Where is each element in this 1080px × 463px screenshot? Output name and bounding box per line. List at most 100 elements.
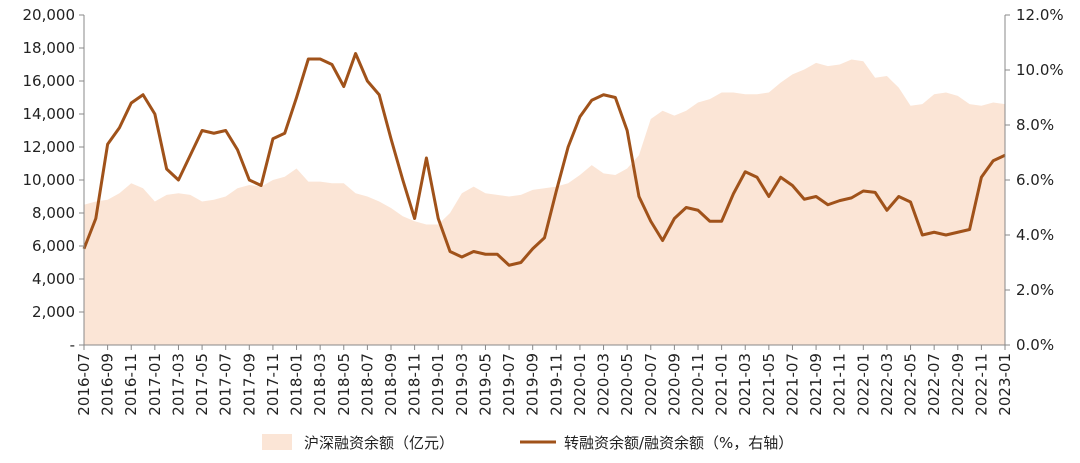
area-series-layer: [84, 59, 1005, 346]
x-tick-label: 2021-03: [736, 353, 754, 416]
line-point: [473, 250, 475, 253]
x-tick-label: 2018-01: [288, 353, 306, 416]
x-tick-label: 2021-09: [807, 353, 825, 416]
line-point: [862, 190, 864, 192]
line-point: [142, 94, 144, 96]
line-point: [201, 129, 203, 132]
line-point: [567, 146, 569, 148]
y-right-tick-label: 8.0%: [1016, 116, 1054, 134]
x-tick-label: 2023-01: [996, 353, 1014, 416]
y-left-tick-label: 16,000: [23, 72, 76, 90]
x-tick-label: 2020-07: [642, 353, 660, 416]
line-point: [154, 113, 156, 115]
legend-label-line: 转融资余额/融资余额（%，右轴）: [564, 434, 793, 452]
legend: 沪深融资余额（亿元） 转融资余额/融资余额（%，右轴）: [262, 434, 793, 452]
y-right-tick-label: 6.0%: [1016, 171, 1054, 189]
line-point: [520, 261, 522, 264]
x-tick-label: 2017-03: [169, 353, 187, 416]
line-point: [118, 127, 121, 129]
x-tick-label: 2020-11: [689, 353, 707, 416]
line-point: [614, 96, 616, 99]
x-tick-label: 2019-07: [500, 353, 518, 416]
line-point: [756, 176, 758, 178]
x-tick-label: 2020-01: [571, 353, 589, 416]
x-tick-label: 2017-07: [217, 353, 235, 416]
y-left-tick-label: 10,000: [23, 171, 76, 189]
line-point: [414, 217, 416, 220]
line-point: [95, 217, 97, 220]
line-point: [555, 190, 557, 192]
line-point: [685, 206, 687, 209]
y-left-tick-label: 20,000: [23, 6, 76, 24]
line-point: [709, 220, 711, 222]
line-point: [225, 129, 227, 132]
line-point: [496, 253, 498, 255]
x-tick-label: 2016-11: [122, 353, 140, 416]
line-point: [591, 99, 593, 101]
x-tick-label: 2021-01: [713, 353, 731, 416]
x-tick-label: 2017-05: [193, 353, 211, 416]
line-point: [626, 129, 628, 132]
line-point: [803, 198, 805, 200]
x-tick-label: 2018-03: [311, 353, 329, 416]
line-point: [307, 58, 309, 60]
line-point: [909, 201, 912, 203]
line-point: [945, 234, 947, 236]
line-point: [650, 220, 652, 222]
line-point: [543, 237, 546, 239]
line-point: [437, 217, 439, 220]
legend-swatch-area: [262, 434, 292, 450]
x-tick-label: 2019-03: [453, 353, 471, 416]
line-point: [390, 138, 392, 140]
line-point: [260, 184, 262, 187]
line-point: [166, 168, 168, 170]
line-point: [933, 231, 935, 233]
line-point: [602, 94, 605, 96]
y-left-tick-label: 6,000: [32, 237, 75, 255]
x-tick-label: 2022-05: [902, 353, 920, 416]
line-point: [957, 231, 959, 233]
line-point: [248, 179, 250, 181]
y-right-tick-label: 2.0%: [1016, 281, 1054, 299]
line-point: [697, 209, 699, 211]
y-right-tick-label: 12.0%: [1016, 6, 1064, 24]
line-point: [980, 176, 982, 178]
x-tick-label: 2018-07: [358, 353, 376, 416]
line-point: [295, 96, 298, 99]
line-point: [425, 157, 428, 159]
x-tick-label: 2022-03: [878, 353, 896, 416]
y-right-tick-label: 0.0%: [1016, 336, 1054, 354]
line-point: [673, 217, 675, 220]
x-tick-label: 2016-09: [99, 353, 117, 416]
line-point: [768, 195, 770, 198]
line-point: [213, 132, 215, 134]
x-tick-label: 2019-11: [547, 353, 565, 416]
line-point: [744, 171, 746, 173]
line-point: [992, 160, 994, 162]
x-tick-label: 2017-09: [240, 353, 258, 416]
line-point: [177, 179, 180, 181]
line-point: [874, 191, 876, 193]
y-left-tick-label: 2,000: [32, 303, 75, 321]
line-point: [272, 138, 274, 140]
y-right-tick-label: 4.0%: [1016, 226, 1054, 244]
x-tick-label: 2018-05: [335, 353, 353, 416]
axes-layer: - 2,000 4,000 6,000 8,000 10,000 12,000 14,000 1…: [23, 6, 1064, 416]
x-tick-label: 2022-07: [925, 353, 943, 416]
line-point: [319, 58, 321, 60]
line-point: [732, 193, 735, 195]
x-tick-label: 2016-07: [75, 353, 93, 416]
line-point: [461, 256, 463, 258]
line-point: [284, 132, 286, 134]
line-point: [661, 239, 664, 242]
line-point: [898, 195, 900, 198]
line-point: [366, 80, 368, 82]
legend-label-area: 沪深融资余额（亿元）: [304, 434, 454, 452]
area-series-margin-balance: [84, 59, 1005, 346]
line-point: [780, 176, 782, 178]
line-point: [189, 154, 191, 156]
line-point: [721, 220, 723, 222]
line-point: [484, 253, 487, 255]
line-point: [886, 209, 888, 211]
